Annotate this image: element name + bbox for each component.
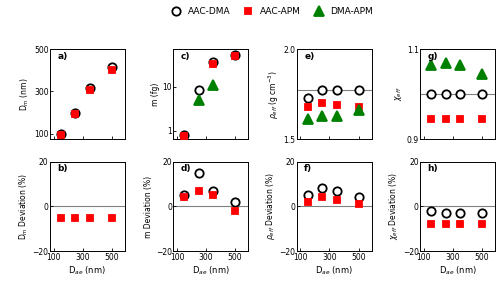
Text: f): f) [304,164,312,173]
Text: c): c) [181,52,190,61]
Y-axis label: $\chi_{eff}$ Deviation (%): $\chi_{eff}$ Deviation (%) [387,173,400,240]
X-axis label: D$_{ae}$ (nm): D$_{ae}$ (nm) [315,265,353,277]
Y-axis label: m Deviation (%): m Deviation (%) [144,175,153,238]
Y-axis label: $\chi_{eff}$: $\chi_{eff}$ [393,87,404,101]
Text: h): h) [428,164,438,173]
X-axis label: D$_{ae}$ (nm): D$_{ae}$ (nm) [68,265,106,277]
Y-axis label: $\rho_{eff}$ (g cm$^{-3}$): $\rho_{eff}$ (g cm$^{-3}$) [266,70,280,118]
Legend: AAC-DMA, AAC-APM, DMA-APM: AAC-DMA, AAC-APM, DMA-APM [166,8,374,16]
Text: e): e) [304,52,314,61]
Y-axis label: D$_m$ (nm): D$_m$ (nm) [18,77,31,111]
Text: b): b) [58,164,68,173]
Y-axis label: $\rho_{eff}$ Deviation (%): $\rho_{eff}$ Deviation (%) [264,173,276,240]
X-axis label: D$_{ae}$ (nm): D$_{ae}$ (nm) [192,265,230,277]
Y-axis label: m (fg): m (fg) [150,82,160,106]
Text: d): d) [181,164,192,173]
Text: a): a) [58,52,68,61]
Y-axis label: D$_m$ Deviation (%): D$_m$ Deviation (%) [18,173,30,240]
Text: g): g) [428,52,438,61]
X-axis label: D$_{ae}$ (nm): D$_{ae}$ (nm) [438,265,476,277]
